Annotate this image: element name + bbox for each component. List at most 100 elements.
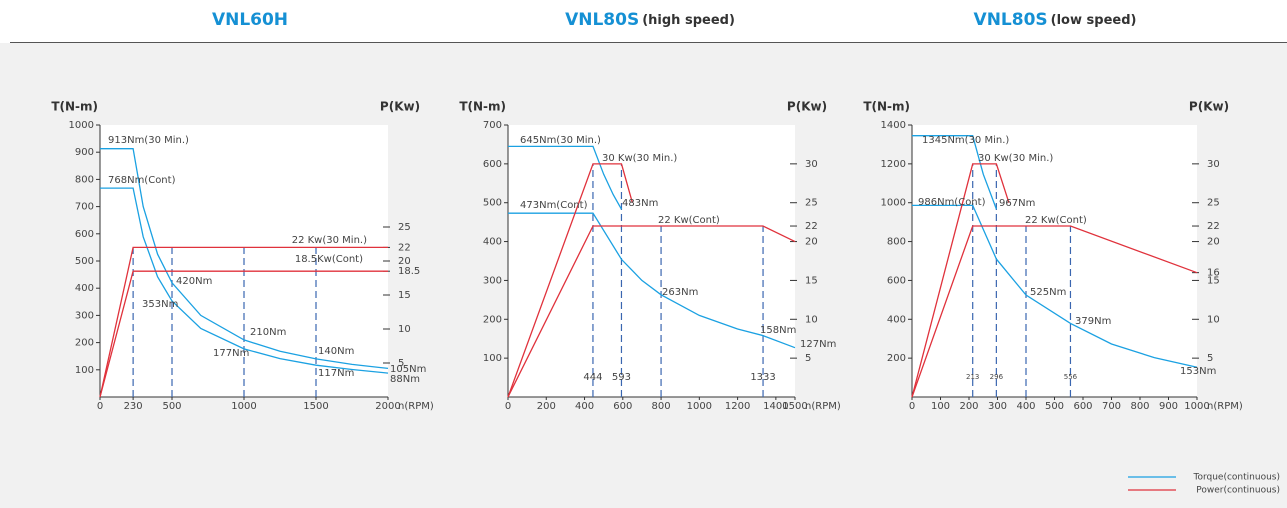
y-tick-label: 700 [75,202,94,213]
x-tick-label: 1500 [303,401,328,412]
x-tick-label: 0 [505,401,511,412]
y-tick-label: 400 [483,237,502,248]
power-curve [911,225,1198,398]
y-tick-label: 100 [483,353,502,364]
y2-tick-label: 5 [1207,353,1213,364]
y-tick-label: 600 [75,229,94,240]
y-tick-label: 1400 [881,120,906,131]
y2-tick-label: 15 [398,290,411,301]
x-axis-label: n(RPM) [398,401,434,412]
y-tick-label: 600 [887,275,906,286]
annotation: 22 Kw(Cont) [658,215,720,226]
annotation: 30 Kw(30 Min.) [978,153,1053,164]
x-tick-label: 1000 [231,401,256,412]
power-curve [99,246,388,398]
annotation: 127Nm [800,339,836,350]
annotation: 525Nm [1030,287,1066,298]
power-curve [507,163,634,398]
chart-title-group: VNL80S (high speed) [565,10,735,30]
x-tick-label: 400 [575,401,594,412]
x-axis-label: n(RPM) [1207,401,1243,412]
chart-title: VNL80S [565,10,639,30]
y-tick-label: 400 [887,314,906,325]
y2-tick-label: 20 [805,237,818,248]
y2-tick-label: 15 [1207,275,1220,286]
x-tick-label: 0 [97,401,103,412]
x-tick-label: 800 [652,401,671,412]
x-tick-label: 900 [1159,401,1178,412]
x-tick-label: 600 [613,401,632,412]
annotation: 768Nm(Cont) [108,175,176,186]
y-tick-label: 500 [483,198,502,209]
marker-label: 1333 [750,372,775,383]
y2-tick-label: 22 [1207,221,1220,232]
y2-tick-label: 15 [805,275,818,286]
y-tick-label: 1000 [881,198,906,209]
x-tick-label: 700 [1102,401,1121,412]
annotation: 105Nm [390,364,426,375]
marker-label: 213 [966,373,979,381]
marker-label: 556 [1064,373,1078,381]
y-tick-label: 500 [75,256,94,267]
annotation: 140Nm [318,346,354,357]
y2-tick-label: 5 [805,353,811,364]
x-tick-label: 500 [162,401,181,412]
annotation: 913Nm(30 Min.) [108,135,189,146]
chart-title: VNL80S [974,10,1048,30]
annotation: 967Nm [999,198,1035,209]
x-tick-label: 0 [909,401,915,412]
x-tick-label: 600 [1073,401,1092,412]
chart-subtitle: (high speed) [642,13,735,28]
legend-label: Power(continuous) [1196,486,1280,496]
y-tick-label: 1200 [881,159,906,170]
y-tick-label: 800 [887,237,906,248]
y2-axis-label: P(Kw) [1189,100,1229,114]
y-axis-label: T(N-m) [459,100,506,114]
annotation: 18.5Kw(Cont) [295,254,363,265]
y-tick-label: 700 [483,120,502,131]
annotation: 30 Kw(30 Min.) [602,153,677,164]
annotation: 158Nm [760,325,796,336]
x-tick-label: 1500 [782,401,807,412]
y2-tick-label: 20 [1207,237,1220,248]
annotation: 22 Kw(Cont) [1025,215,1087,226]
plot-area [912,125,1197,397]
plot-area [508,125,795,397]
y2-axis-label: P(Kw) [787,100,827,114]
annotation: 22 Kw(30 Min.) [292,235,367,246]
y2-tick-label: 22 [805,221,818,232]
power-curve [507,225,796,398]
header-band [0,0,1287,43]
x-tick-label: 500 [1045,401,1064,412]
chart-subtitle: (low speed) [1051,13,1137,28]
chart-title-group: VNL60H [212,10,288,30]
x-tick-label: 1000 [687,401,712,412]
y-tick-label: 200 [75,338,94,349]
x-tick-label: 100 [931,401,950,412]
annotation: 473Nm(Cont) [520,200,588,211]
y2-axis-label: P(Kw) [380,100,420,114]
x-axis-label: n(RPM) [805,401,841,412]
y2-tick-label: 30 [805,159,818,170]
annotation: 353Nm [142,299,178,310]
power-curve [99,270,388,398]
x-tick-label: 1400 [763,401,788,412]
chart-title-group: VNL80S (low speed) [974,10,1137,30]
y-tick-label: 200 [483,314,502,325]
y-tick-label: 600 [483,159,502,170]
x-tick-label: 200 [959,401,978,412]
y-tick-label: 300 [483,275,502,286]
y2-tick-label: 10 [1207,314,1220,325]
y2-tick-label: 25 [805,198,818,209]
marker-label: 296 [990,373,1004,381]
y-tick-label: 1000 [69,120,94,131]
annotation: 263Nm [662,287,698,298]
y2-tick-label: 5 [398,358,404,369]
x-tick-label: 1000 [1184,401,1209,412]
torque-curve [508,212,796,349]
torque-curve [912,204,1198,368]
y2-tick-label: 10 [805,314,818,325]
y2-tick-label: 18.5 [398,266,420,277]
y2-tick-label: 25 [1207,198,1220,209]
